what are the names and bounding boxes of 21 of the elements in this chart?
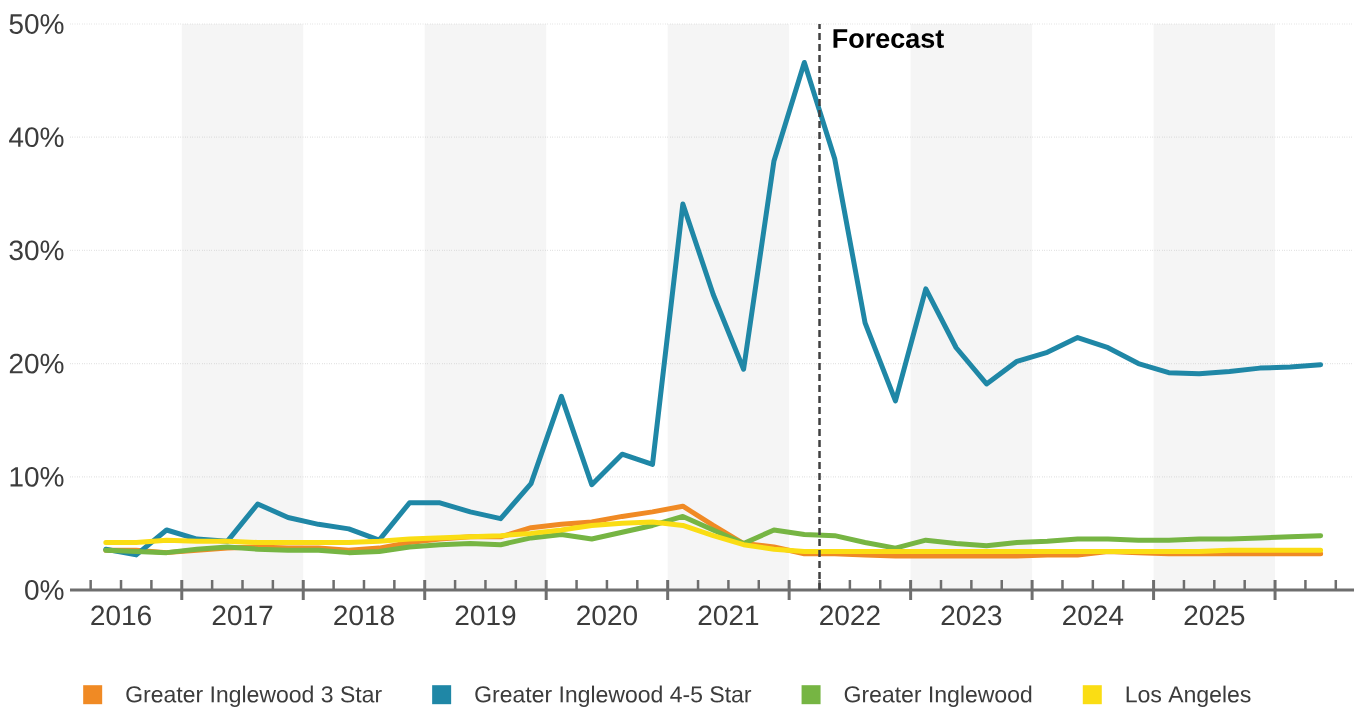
- x-tick-label: 2017: [212, 605, 273, 626]
- legend-label: Los Angeles: [1126, 685, 1251, 708]
- legend-label: Greater Inglewood: [844, 685, 1032, 708]
- x-tick-label: 2019: [455, 605, 516, 626]
- x-tick-label: 2025: [1184, 605, 1245, 626]
- x-tick-label: 2016: [91, 605, 151, 626]
- y-tick-label: 50%: [9, 14, 64, 34]
- legend-label: Greater Inglewood 3 Star: [126, 685, 382, 708]
- legend-label: Greater Inglewood 4-5 Star: [475, 685, 752, 708]
- y-tick-label: 40%: [9, 127, 64, 148]
- y-tick-label: 20%: [9, 353, 64, 374]
- x-tick-label: 2023: [941, 605, 1002, 626]
- x-tick-label: 2024: [1063, 605, 1124, 626]
- x-tick-label: 2020: [577, 605, 637, 626]
- y-tick-label: 0%: [25, 580, 64, 600]
- x-tick-label: 2021: [698, 605, 759, 626]
- ref-line-label: Forecast: [833, 29, 944, 49]
- y-tick-label: 30%: [9, 240, 64, 261]
- x-tick-label: 2018: [334, 605, 394, 626]
- x-tick-label: 2022: [820, 605, 880, 626]
- y-tick-label: 10%: [10, 466, 64, 487]
